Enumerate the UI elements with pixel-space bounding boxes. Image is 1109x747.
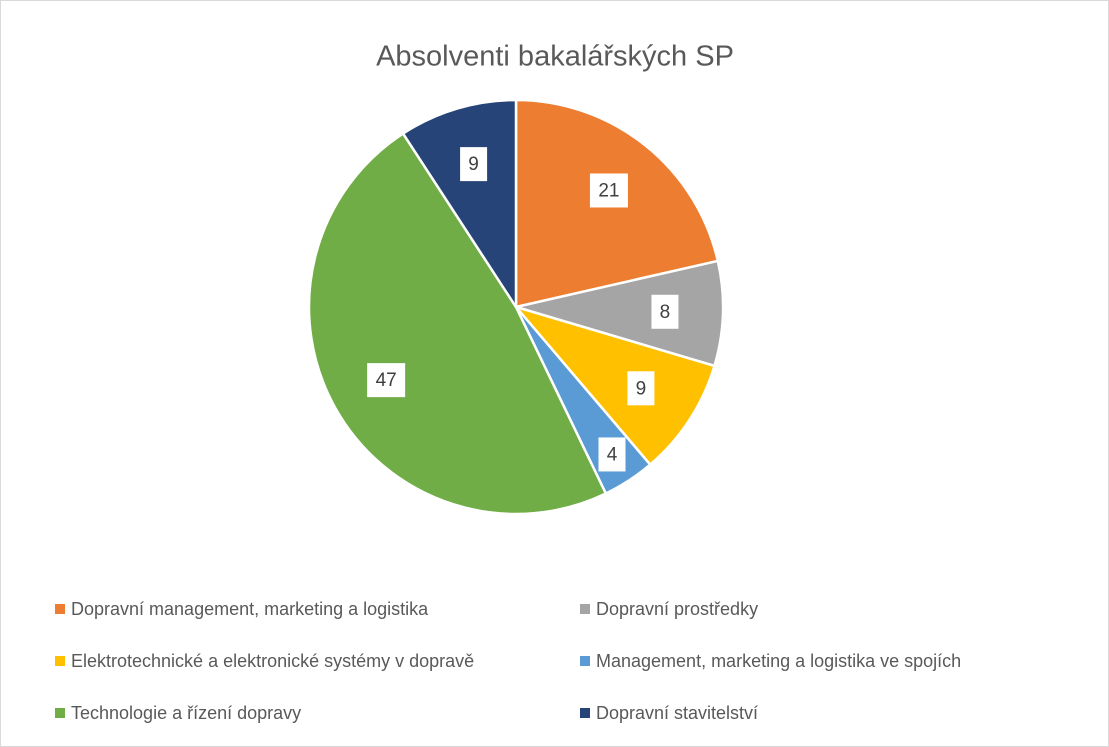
data-label: 9	[636, 378, 647, 399]
legend-label: Dopravní prostředky	[596, 599, 758, 619]
data-label: 8	[660, 302, 671, 323]
pie-slice	[401, 98, 518, 312]
data-label: 9	[468, 154, 479, 175]
data-label-box	[367, 363, 406, 398]
legend-label: Dopravní stavitelství	[596, 703, 758, 723]
data-label: 47	[376, 370, 397, 391]
data-label: 4	[607, 444, 618, 465]
data-label-box	[460, 147, 488, 182]
data-label-box	[598, 437, 626, 472]
legend-label: Technologie a řízení dopravy	[71, 703, 301, 723]
legend-swatch	[580, 656, 590, 666]
legend-swatch	[55, 656, 65, 666]
legend-label: Elektrotechnické a elektronické systémy …	[71, 651, 474, 671]
legend-swatch	[580, 604, 590, 614]
pie-slice	[307, 131, 608, 516]
legend-swatch	[55, 604, 65, 614]
data-label-box	[589, 173, 628, 208]
pie-slice	[511, 259, 725, 368]
legend-label: Management, marketing a logistika ve spo…	[596, 651, 961, 671]
chart-title: Absolventi bakalářských SP	[376, 41, 734, 73]
legend-swatch	[580, 708, 590, 718]
data-label: 21	[598, 180, 619, 201]
data-label-box	[651, 294, 679, 329]
legend-label: Dopravní management, marketing a logisti…	[71, 599, 429, 619]
data-label-box	[627, 371, 655, 406]
legend-swatch	[55, 708, 65, 718]
pie-slice	[512, 304, 716, 467]
